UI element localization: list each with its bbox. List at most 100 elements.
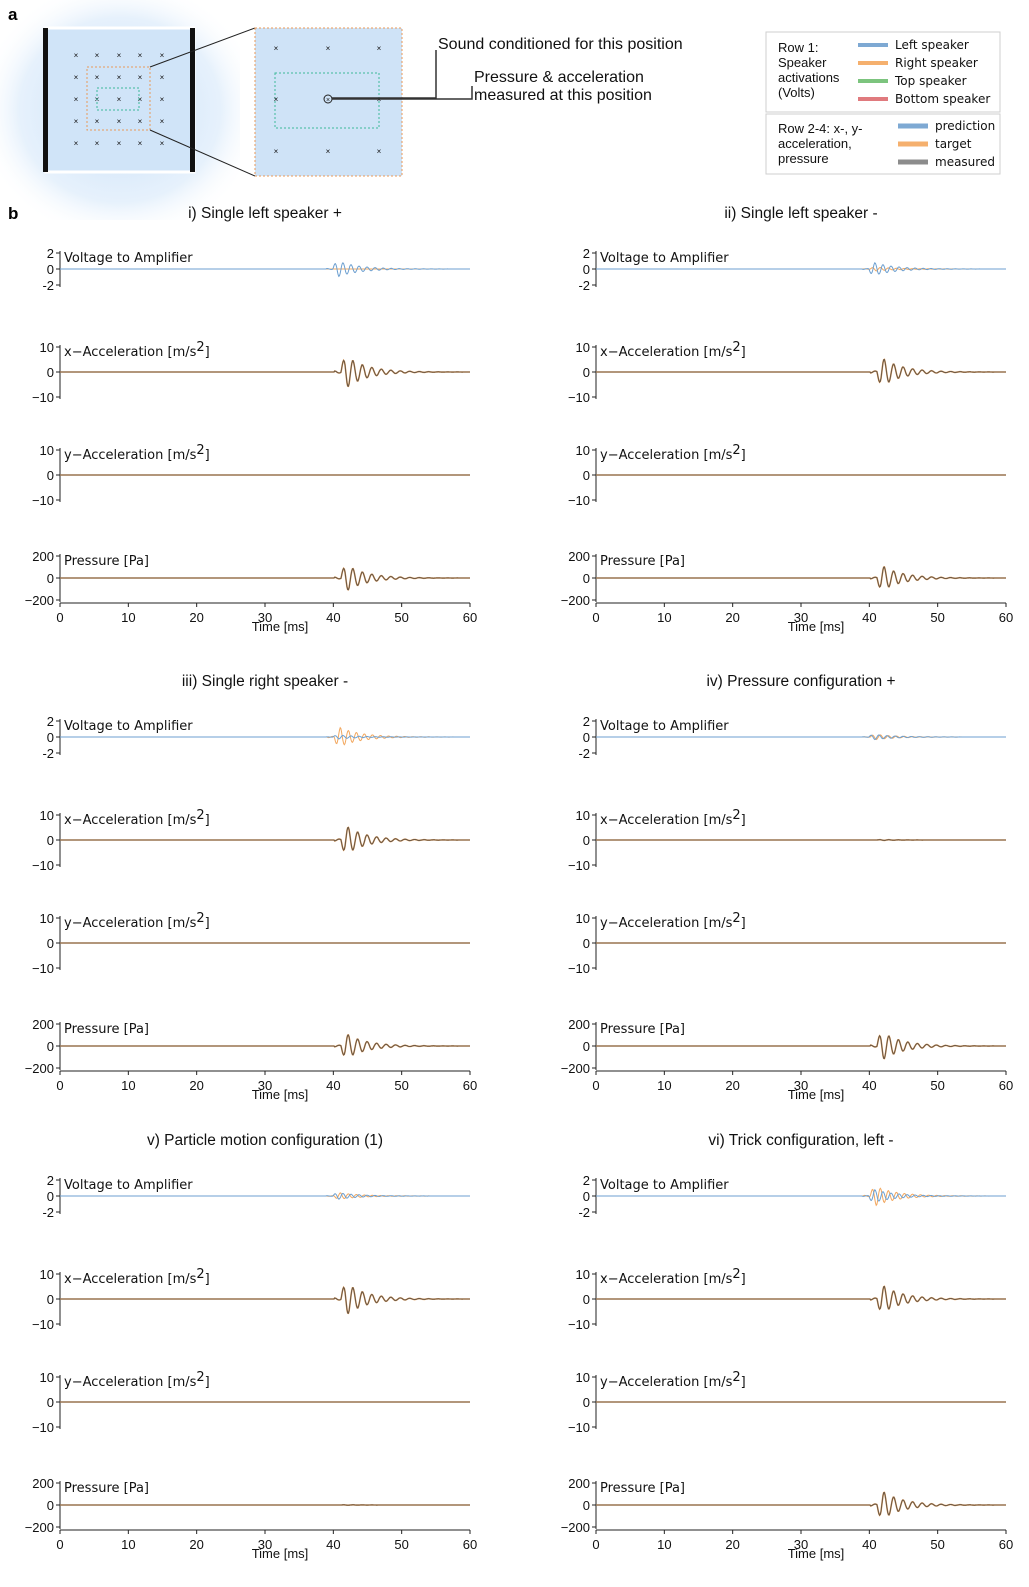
- y-tick-label: 0: [47, 262, 54, 277]
- grid-point: ×: [74, 73, 79, 82]
- grid-point: ×: [95, 51, 100, 60]
- grid-point: ×: [274, 44, 279, 53]
- legend-row24-items: prediction target measured: [898, 119, 995, 169]
- x-tick-label: 30: [794, 1537, 808, 1552]
- x-tick-label: 60: [463, 1537, 477, 1552]
- y-tick-label: −200: [25, 1061, 54, 1076]
- grid-point: ×: [377, 44, 382, 53]
- grid-point: ×: [117, 117, 122, 126]
- legend-item-label: target: [935, 137, 972, 151]
- x-axis-label: Time [ms]: [252, 1087, 309, 1102]
- series-target: [60, 567, 470, 591]
- y-tick-label: −10: [32, 858, 54, 873]
- grid-point: ×: [95, 139, 100, 148]
- y-tick-label: 2: [583, 246, 590, 261]
- grid-point: ×: [160, 73, 165, 82]
- x-tick-label: 50: [930, 1537, 944, 1552]
- annotation-sound-conditioned: Sound conditioned for this position: [438, 36, 683, 53]
- y-tick-label: -2: [42, 746, 54, 761]
- grid-point: ×: [74, 117, 79, 126]
- subplot-title: v) Particle motion configuration (1): [147, 1132, 383, 1149]
- legend-title-line: acceleration,: [778, 136, 852, 151]
- subplot-row: 10 0 −10 y−Acceleration [m/s2]: [32, 1370, 470, 1435]
- green-region-zoomed: [274, 72, 380, 129]
- series-left-speaker: [596, 261, 1006, 275]
- row-label: Voltage to Amplifier: [600, 719, 729, 734]
- y-tick-label: 10: [576, 808, 590, 823]
- legend-title-line: pressure: [778, 151, 829, 166]
- grid-point: ×: [274, 147, 279, 156]
- subplot-row: 10 0 −10 x−Acceleration [m/s2]: [32, 808, 470, 873]
- y-tick-label: 0: [47, 571, 54, 586]
- row-label: y−Acceleration [m/s2]: [64, 443, 210, 463]
- annotation-measured-line1: Pressure & acceleration: [474, 69, 644, 86]
- y-tick-label: 200: [568, 1017, 590, 1032]
- y-tick-label: 0: [583, 262, 590, 277]
- y-tick-label: -2: [42, 1205, 54, 1220]
- grid-point: ×: [74, 51, 79, 60]
- series-measured: [596, 839, 1006, 841]
- x-tick-label: 0: [56, 1537, 63, 1552]
- subplot: vi) Trick configuration, left -20-2Volta…: [561, 1132, 1014, 1561]
- x-tick-label: 0: [592, 1537, 599, 1552]
- subplot-row: 10 0 −10 y−Acceleration [m/s2]: [568, 1370, 1006, 1435]
- y-tick-label: 10: [40, 808, 54, 823]
- subplot-row: 20-2 Voltage to Amplifier: [578, 714, 1006, 761]
- row-label: x−Acceleration [m/s2]: [64, 340, 210, 360]
- y-tick-label: 0: [583, 468, 590, 483]
- grid-point: ×: [138, 139, 143, 148]
- x-tick-label: 20: [725, 1537, 739, 1552]
- x-tick-label: 30: [258, 610, 272, 625]
- series-left-speaker: [60, 734, 470, 740]
- y-tick-label: 0: [47, 365, 54, 380]
- legend-title-line: activations: [778, 70, 840, 85]
- y-tick-label: 10: [40, 340, 54, 355]
- row-label: x−Acceleration [m/s2]: [600, 808, 746, 828]
- series-measured: [60, 567, 470, 591]
- y-tick-label: 2: [47, 246, 54, 261]
- y-tick-label: -2: [578, 746, 590, 761]
- row-label: x−Acceleration [m/s2]: [600, 340, 746, 360]
- series-measured: [596, 1285, 1006, 1311]
- x-tick-label: 20: [725, 610, 739, 625]
- y-tick-label: 10: [40, 443, 54, 458]
- x-tick-label: 40: [862, 610, 876, 625]
- orange-region-small: [86, 66, 151, 131]
- series-measured: [60, 1034, 470, 1056]
- row-label: Pressure [Pa]: [64, 554, 149, 569]
- y-tick-label: 10: [40, 1267, 54, 1282]
- y-tick-label: 10: [40, 1370, 54, 1385]
- subplot-row: 10 0 −10 x−Acceleration [m/s2]: [568, 808, 1006, 873]
- subplot-row: 10 0 −10 y−Acceleration [m/s2]: [32, 911, 470, 976]
- row-label: Pressure [Pa]: [64, 1481, 149, 1496]
- row-label: x−Acceleration [m/s2]: [600, 1267, 746, 1287]
- y-tick-label: 10: [576, 1267, 590, 1282]
- subplot-title: i) Single left speaker +: [188, 205, 342, 222]
- y-tick-label: 0: [47, 1189, 54, 1204]
- y-tick-label: −10: [32, 493, 54, 508]
- x-tick-label: 40: [862, 1537, 876, 1552]
- series-target: [60, 1034, 470, 1057]
- x-tick-label: 40: [326, 1078, 340, 1093]
- x-axis-label: Time [ms]: [252, 619, 309, 634]
- row-label: Voltage to Amplifier: [600, 1178, 729, 1193]
- series-target: [60, 1285, 470, 1315]
- zoom-line-top: [149, 27, 256, 68]
- legend-item-label: Left speaker: [895, 38, 969, 52]
- y-tick-label: 0: [583, 1395, 590, 1410]
- row-label: Voltage to Amplifier: [64, 251, 193, 266]
- y-tick-label: −10: [568, 493, 590, 508]
- zoom-line-bottom: [149, 129, 256, 177]
- grid-point: ×: [138, 51, 143, 60]
- subplot: iv) Pressure configuration +20-2Voltage …: [561, 673, 1014, 1102]
- x-tick-label: 50: [394, 1078, 408, 1093]
- legend-item-label: Bottom speaker: [895, 92, 990, 106]
- x-tick-label: 20: [725, 1078, 739, 1093]
- left-speaker-wall: [43, 28, 48, 172]
- row-label: Pressure [Pa]: [64, 1022, 149, 1037]
